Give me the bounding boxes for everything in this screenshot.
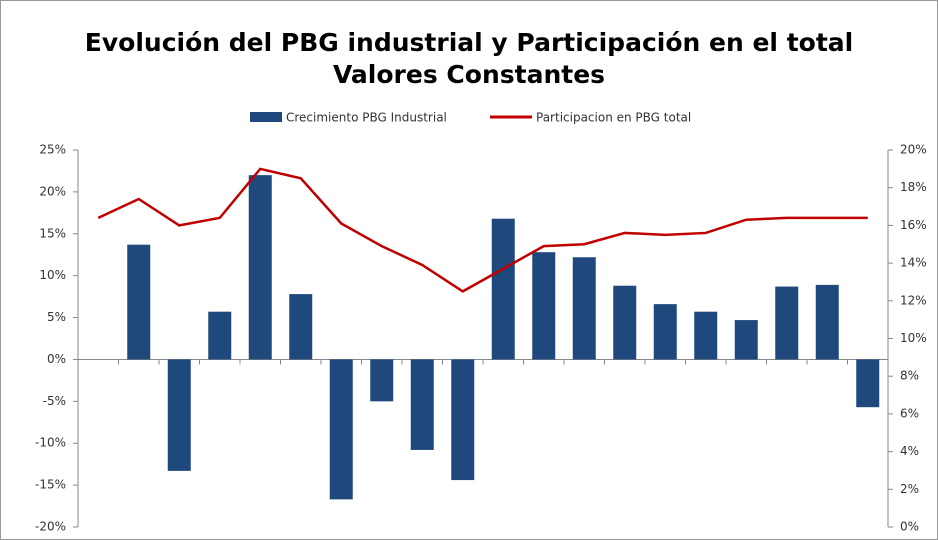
bar xyxy=(734,320,758,360)
bar xyxy=(613,285,637,360)
bar xyxy=(248,175,272,360)
bar xyxy=(856,359,880,408)
bar xyxy=(491,218,515,360)
y2-tick-label: 4% xyxy=(900,444,919,458)
y-tick-label: 10% xyxy=(39,268,66,282)
bar xyxy=(208,311,232,360)
legend-swatch xyxy=(250,112,282,122)
y2-tick-label: 0% xyxy=(900,520,919,534)
y-tick-label: 20% xyxy=(39,184,66,198)
bar xyxy=(329,359,353,500)
y-tick-label: -15% xyxy=(35,478,66,492)
line xyxy=(97,167,868,293)
y-tick-label: -5% xyxy=(43,394,66,408)
y-tick-label: 15% xyxy=(39,226,66,240)
bar xyxy=(694,311,718,360)
bar xyxy=(410,359,434,450)
bar xyxy=(167,359,191,471)
y2-tick-label: 20% xyxy=(900,143,927,157)
bar xyxy=(572,257,596,360)
y-tick-label: 5% xyxy=(47,310,66,324)
y-tick-label: -10% xyxy=(35,436,66,450)
bar xyxy=(653,304,677,360)
bar xyxy=(289,294,313,360)
legend-label: Crecimiento PBG Industrial xyxy=(286,111,447,125)
bar xyxy=(451,359,475,481)
y2-tick-label: 10% xyxy=(900,331,927,345)
y-tick-label: 25% xyxy=(39,143,66,157)
y2-tick-label: 14% xyxy=(900,256,927,270)
bar xyxy=(127,244,151,360)
bar xyxy=(775,286,799,360)
y-tick-label: 0% xyxy=(47,352,66,366)
chart-subtitle: Valores Constantes xyxy=(333,60,605,89)
y2-tick-label: 2% xyxy=(900,482,919,496)
y-tick-label: -20% xyxy=(35,520,66,534)
bar xyxy=(815,284,839,360)
bar xyxy=(370,359,394,402)
y2-tick-label: 12% xyxy=(900,293,927,307)
y2-tick-label: 6% xyxy=(900,406,919,420)
y2-tick-label: 8% xyxy=(900,369,919,383)
y2-tick-label: 16% xyxy=(900,218,927,232)
legend-label: Participacion en PBG total xyxy=(536,111,691,125)
y2-tick-label: 18% xyxy=(900,180,927,194)
chart-title: Evolución del PBG industrial y Participa… xyxy=(85,28,853,57)
bar xyxy=(532,252,556,360)
